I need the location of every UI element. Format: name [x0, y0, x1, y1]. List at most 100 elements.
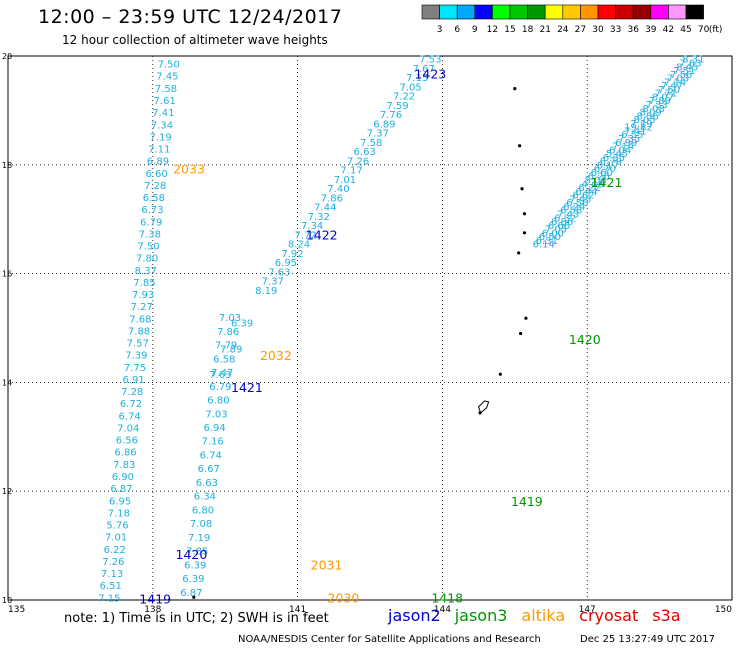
colorbar-tick: 70 — [698, 25, 710, 35]
swh-value: 6.39 — [231, 319, 253, 330]
swh-value: 7.45 — [569, 194, 591, 205]
swh-value: 7.18 — [108, 508, 130, 519]
swh-value: 7.57 — [127, 339, 149, 350]
swh-value: 7.93 — [132, 290, 154, 301]
swh-value: 7.88 — [128, 326, 150, 337]
colorbar-tick: 45 — [680, 25, 691, 35]
swh-value: 7.40 — [327, 184, 349, 195]
swh-value: 7.43 — [557, 209, 579, 220]
x-tick-label: 138 — [144, 605, 161, 615]
swh-value: 7.03 — [219, 313, 241, 324]
swh-value: 6.80 — [207, 396, 229, 407]
swh-value: 7.51 — [673, 66, 695, 77]
note-text: note: 1) Time is in UTC; 2) SWH is in fe… — [64, 611, 329, 626]
swh-value: 8.08 — [643, 104, 665, 115]
swh-value: 6.87 — [180, 588, 202, 599]
swh-value: 7.19 — [149, 132, 171, 143]
swh-value: 5.76 — [106, 521, 128, 532]
swh-value: 7.38 — [139, 229, 161, 240]
swh-value: 6.58 — [143, 193, 165, 204]
swh-value: 8.09 — [640, 108, 662, 119]
swh-value: 7.47 — [211, 368, 233, 379]
pass-label: 1419 — [139, 591, 171, 606]
satellite-legend-altika: altika — [521, 606, 566, 625]
swh-value: 6.44 — [575, 187, 597, 198]
swh-value: 7.50 — [158, 60, 180, 71]
swh-value: 6.00 — [542, 228, 564, 239]
guam-outline — [478, 400, 490, 414]
colorbar-tick: 42 — [663, 25, 674, 35]
swh-value: 7.03 — [205, 409, 227, 420]
swh-value: 6.99 — [615, 138, 637, 149]
swh-value: 6.26 — [588, 172, 610, 183]
swh-value: 6.58 — [213, 354, 235, 365]
swh-value: 7.44 — [314, 203, 336, 214]
swh-value: 7.53 — [419, 55, 441, 66]
swh-value: 7.47 — [661, 81, 683, 92]
satellite-legend-jason3: jason3 — [454, 606, 508, 625]
swh-value: 8.07 — [652, 92, 674, 103]
swh-value: 7.01 — [334, 175, 356, 186]
island-mark — [522, 212, 527, 216]
pass-label: 2033 — [173, 162, 205, 177]
swh-value: 6.60 — [591, 168, 613, 179]
swh-value: 6.89 — [373, 119, 395, 130]
swh-value: 7.14 — [612, 142, 634, 153]
y-tick-label: 12 — [2, 487, 12, 496]
pass-label: 2030 — [328, 590, 360, 605]
swh-value: 7.39 — [125, 351, 147, 362]
swh-value: 6.79 — [600, 157, 622, 168]
swh-value: 6.24 — [563, 202, 585, 213]
swh-value: 5.03 — [585, 176, 607, 187]
x-tick-label: 144 — [434, 605, 451, 615]
swh-value: 7.85 — [133, 278, 155, 289]
swh-value: 6.22 — [578, 183, 600, 194]
swh-value: 6.63 — [354, 147, 376, 158]
swh-value: 8.45 — [676, 62, 698, 73]
colorbar-tick: 15 — [504, 25, 515, 35]
swh-value: 6.04 — [609, 145, 631, 156]
y-tick-label: 10 — [2, 596, 12, 605]
pass-label: 1420 — [569, 332, 601, 347]
pass-label: 1420 — [176, 547, 208, 562]
colorbar-tick: 33 — [610, 25, 621, 35]
pass-label: 2031 — [311, 558, 343, 573]
colorbar-tick: 30 — [592, 25, 604, 35]
swh-value: 7.28 — [121, 387, 143, 398]
swh-value: 7.15 — [98, 593, 120, 604]
swh-value: 7.37 — [262, 277, 284, 288]
colorbar-tick: 36 — [627, 25, 639, 35]
y-tick-label: 16 — [2, 270, 12, 279]
swh-value: 7.22 — [393, 92, 415, 103]
swh-value: 7.15 — [406, 73, 428, 84]
swh-value: 7.83 — [113, 460, 135, 471]
swh-value: 7.32 — [308, 212, 330, 223]
swh-value: 7.63 — [268, 267, 290, 278]
swh-value: 8.37 — [135, 266, 157, 277]
timestamp: Dec 25 13:27:49 UTC 2017 — [580, 634, 715, 645]
x-tick-label: 150 — [715, 605, 732, 615]
colorbar-tick: 18 — [522, 25, 534, 35]
swh-value: 6.74 — [200, 450, 222, 461]
island-mark — [192, 595, 196, 599]
swh-value: 7.13 — [101, 569, 123, 580]
swh-value: 8.31 — [682, 55, 704, 66]
swh-value: 7.14 — [664, 77, 686, 88]
colorbar-tick: 27 — [575, 25, 586, 35]
swh-value: 7.72 — [294, 230, 316, 241]
swh-value: 7.08 — [190, 519, 212, 530]
swh-value: 7.50 — [137, 242, 159, 253]
swh-value: 7.71 — [655, 89, 677, 100]
swh-value: 7.50 — [658, 85, 680, 96]
swh-value: 6.39 — [182, 574, 204, 585]
colorbar-unit: (ft) — [709, 25, 723, 35]
swh-value: 7.34 — [301, 221, 323, 232]
swh-value: 7.75 — [124, 363, 146, 374]
swh-value: 19.82 — [624, 123, 653, 134]
swh-value: 6.87 — [110, 484, 132, 495]
swh-value: 6.89 — [147, 157, 169, 168]
swh-value: 7.01 — [105, 533, 127, 544]
swh-value: 7.26 — [102, 557, 124, 568]
swh-value: 7.58 — [360, 138, 382, 149]
